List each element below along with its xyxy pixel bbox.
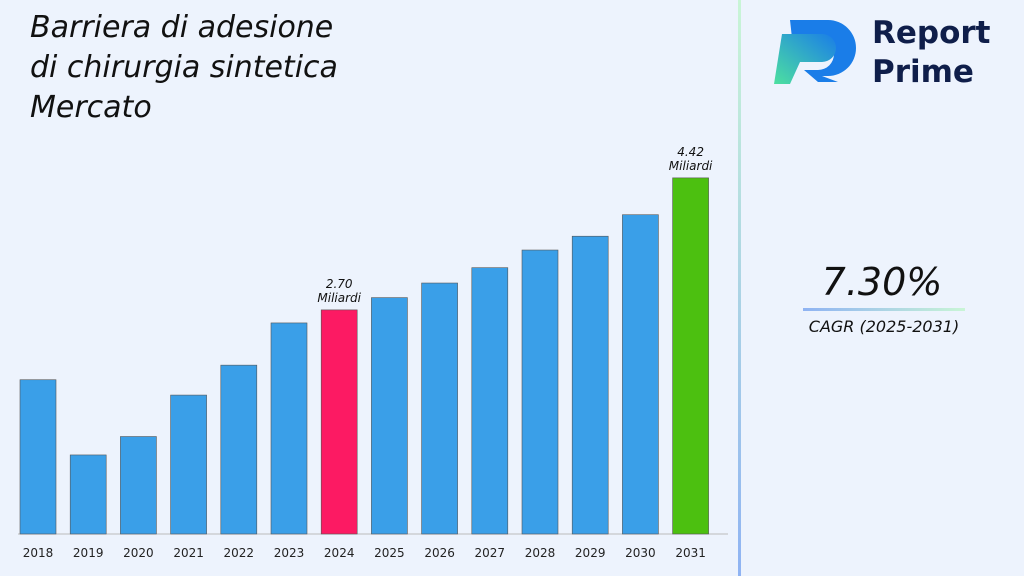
bar [672,177,709,535]
value-label-line: 4.42 [677,145,704,159]
x-tick-label: 2029 [575,546,606,560]
x-tick-label: 2022 [224,546,255,560]
cagr-value: 7.30% [822,260,943,304]
logo-icon [774,20,856,84]
x-tick-label: 2021 [173,546,204,560]
bar [170,394,207,535]
value-label-line: Miliardi [317,291,361,305]
x-tick-label: 2026 [424,546,455,560]
chart-title: Barriera di adesione di chirurgia sintet… [30,10,338,125]
bar [320,309,358,535]
x-tick-label: 2030 [625,546,656,560]
x-tick-label: 2028 [525,546,556,560]
x-tick-label: 2020 [123,546,154,560]
x-tick-label: 2027 [475,546,506,560]
bar [19,379,57,535]
value-label: 2.70 Miliardi [317,277,361,305]
underline [803,308,965,311]
x-tick-label: 2023 [274,546,305,560]
divider [738,0,741,576]
bar [571,235,609,535]
logo-text: Report [872,15,991,51]
bar [622,214,659,535]
bar [471,267,509,535]
value-label-line: 2.70 [326,277,353,291]
x-tick-label: 2019 [73,546,104,560]
bar [69,454,107,535]
bar [521,249,559,535]
x-tick-label: 2031 [675,546,706,560]
value-label: 4.42 Miliardi [669,145,713,173]
x-tick-label: 2024 [324,546,355,560]
logo-text: Prime [872,54,974,90]
bar [220,364,258,535]
value-label-line: Miliardi [669,159,713,173]
cagr-label: CAGR (2025-2031) [809,317,959,336]
bar [371,297,408,535]
x-tick-label: 2025 [374,546,405,560]
bar [421,282,458,535]
x-tick-label: 2018 [23,546,54,560]
bar [120,436,157,535]
bar [270,322,308,535]
